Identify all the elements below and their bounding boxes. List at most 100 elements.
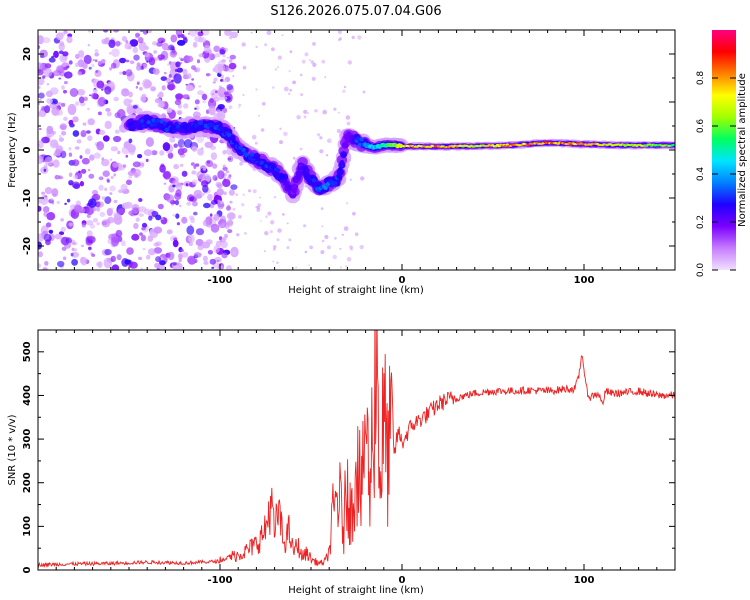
noise-blob [64, 202, 67, 205]
noise-blob [227, 155, 234, 163]
noise-blob [299, 73, 303, 77]
noise-blob [221, 59, 226, 63]
noise-blob [161, 42, 169, 51]
noise-blob [217, 170, 225, 180]
noise-blob [321, 225, 324, 228]
noise-blob [61, 131, 67, 136]
noise-blob [177, 34, 181, 39]
y-tick-label: 0 [22, 566, 33, 573]
noise-blob [141, 222, 148, 228]
noise-blob [338, 37, 342, 41]
noise-blob [71, 247, 75, 251]
noise-blob [87, 107, 90, 111]
colorbar-tick-label: 0.8 [696, 71, 706, 86]
noise-blob [226, 205, 231, 211]
noise-blob [191, 146, 198, 152]
noise-blob [198, 53, 205, 58]
noise-blob [125, 59, 130, 63]
ridge-blob [287, 185, 292, 190]
noise-blob [193, 211, 198, 216]
noise-blob [172, 184, 176, 188]
noise-blob [219, 200, 223, 205]
noise-blob [186, 201, 192, 206]
ridge-blob [139, 119, 145, 124]
noise-blob [286, 222, 289, 225]
noise-blob [360, 176, 365, 181]
noise-blob [214, 52, 221, 58]
noise-blob [83, 54, 92, 65]
noise-blob [266, 30, 272, 36]
noise-blob [174, 199, 180, 206]
noise-blob [58, 50, 64, 55]
noise-blob [167, 63, 170, 66]
noise-blob [312, 62, 317, 67]
noise-blob [97, 111, 102, 116]
ridge-blob [241, 147, 246, 153]
noise-blob [61, 31, 66, 36]
ridge-blob [359, 137, 364, 142]
noise-blob [265, 215, 268, 218]
noise-blob [351, 35, 355, 40]
noise-blob [52, 70, 62, 77]
spectrogram-plot-area [38, 30, 675, 270]
ridge-blob [182, 124, 187, 130]
noise-blob [95, 70, 99, 73]
noise-blob [75, 53, 80, 60]
noise-blob [79, 155, 83, 159]
noise-blob [274, 68, 278, 71]
noise-blob [193, 165, 197, 169]
noise-blob [203, 45, 211, 53]
noise-blob [212, 81, 216, 84]
noise-blob [78, 170, 81, 174]
noise-blob [241, 203, 245, 207]
noise-blob [147, 30, 152, 34]
noise-blob [135, 85, 139, 89]
colorbar-tick-label: 0.6 [696, 119, 706, 134]
noise-blob [121, 36, 127, 42]
noise-blob [167, 251, 175, 261]
noise-blob [56, 200, 60, 205]
noise-blob [272, 260, 275, 263]
noise-blob [88, 173, 95, 179]
noise-blob [109, 185, 116, 192]
noise-blob [203, 202, 211, 209]
noise-blob [135, 32, 140, 38]
noise-blob [238, 103, 241, 107]
noise-blob [276, 261, 279, 265]
ridge-blob [343, 142, 348, 147]
noise-blob [214, 90, 218, 94]
ridge-blob [305, 168, 310, 173]
noise-blob [201, 241, 211, 249]
noise-blob [96, 141, 105, 151]
ridge-blob [126, 122, 132, 127]
noise-blob [66, 65, 70, 69]
ridge-blob [194, 123, 199, 128]
noise-blob [87, 135, 93, 141]
noise-blob [216, 111, 226, 121]
noise-blob [272, 245, 277, 249]
noise-blob [343, 226, 349, 232]
noise-blob [113, 135, 122, 143]
noise-blob [46, 129, 55, 138]
noise-blob [58, 42, 65, 51]
noise-blob [232, 75, 235, 78]
noise-blob [114, 129, 120, 134]
ridge-blob [128, 126, 133, 131]
spectral-ridge [121, 110, 675, 204]
noise-blob [106, 111, 112, 117]
noise-blob [251, 134, 257, 140]
noise-blob [38, 140, 44, 149]
noise-blob [345, 115, 351, 120]
noise-blob [192, 201, 198, 207]
noise-blob [310, 60, 315, 64]
noise-blob [232, 251, 237, 255]
noise-blob [255, 45, 258, 49]
noise-blob [103, 30, 109, 33]
noise-blob [42, 267, 48, 270]
noise-blob [153, 226, 163, 234]
noise-blob [146, 254, 151, 260]
noise-blob [102, 170, 110, 177]
noise-blob [96, 80, 105, 89]
noise-blob [262, 102, 266, 106]
noise-blob [190, 162, 195, 166]
